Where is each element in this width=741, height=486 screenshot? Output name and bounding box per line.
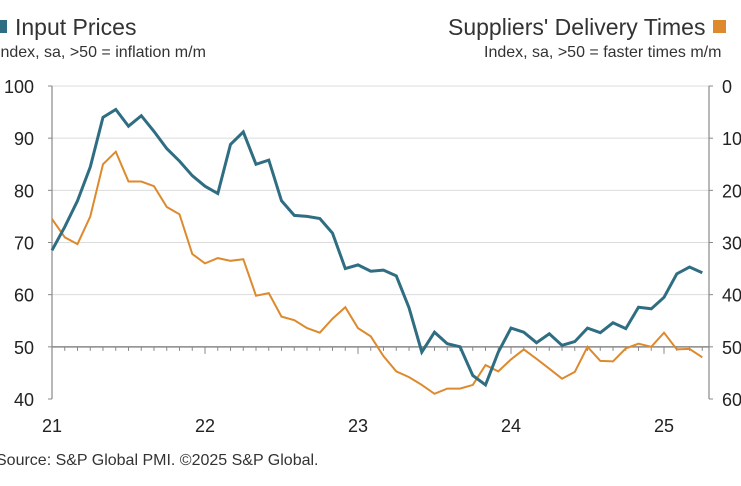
x-axis-tick-label: 21 [42,416,62,436]
right-legend-title: Suppliers' Delivery Times [448,14,727,41]
left-axis-tick-label: 70 [14,234,34,254]
x-axis-tick-label: 22 [195,416,215,436]
left-axis-subtitle: Index, sa, >50 = inflation m/m [0,44,206,61]
left-legend-title: Input Prices [0,14,136,41]
right-axis-tick-label: 10 [722,129,741,149]
left-axis-tick-label: 80 [14,181,34,201]
input-prices-swatch-icon [0,20,7,33]
right-axis-tick-label: 0 [722,77,732,97]
source-note: Source: S&P Global PMI. ©2025 S&P Global… [0,452,319,469]
right-axis-tick-label: 60 [722,390,741,410]
x-axis-tick-label: 25 [654,416,674,436]
right-axis-subtitle: Index, sa, >50 = faster times m/m [484,44,722,61]
right-axis-tick-label: 20 [722,181,741,201]
delivery-times-swatch-icon [713,20,727,33]
right-axis-tick-label: 50 [722,338,741,358]
left-axis-tick-label: 40 [14,390,34,410]
left-title-text: Input Prices [15,14,137,40]
left-axis-tick-label: 50 [14,338,34,358]
left-axis-tick-label: 100 [4,77,34,97]
delivery-times-line [51,149,703,395]
x-axis-tick-label: 23 [348,416,368,436]
right-title-text: Suppliers' Delivery Times [448,14,706,40]
left-axis-tick-label: 60 [14,286,34,306]
left-axis-tick-label: 90 [14,129,34,149]
input-prices-line [50,107,703,388]
right-axis-tick-label: 30 [722,234,741,254]
right-axis-tick-label: 40 [722,286,741,306]
x-axis-tick-label: 24 [501,416,521,436]
